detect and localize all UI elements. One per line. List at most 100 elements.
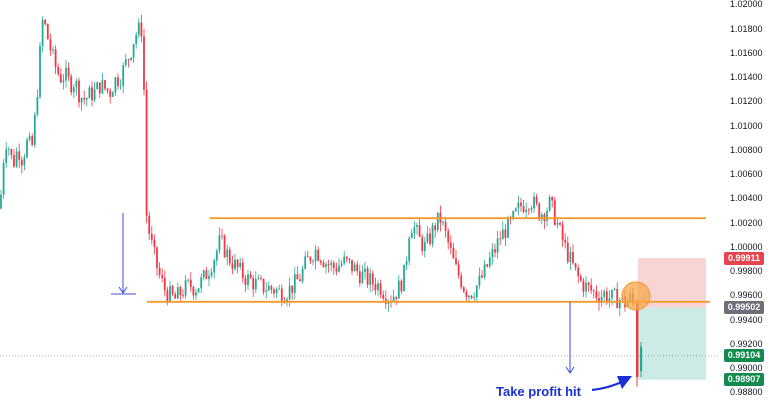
candle-body <box>525 209 528 213</box>
candle-body <box>421 237 424 252</box>
candle-body <box>260 278 262 280</box>
y-tick-label: 1.01200 <box>730 96 763 107</box>
candle-body <box>218 235 221 251</box>
candle-body <box>13 155 15 167</box>
candle-body <box>148 215 151 234</box>
candle-body <box>114 77 117 93</box>
candle-body <box>57 66 60 75</box>
candle-body <box>273 289 275 294</box>
candle-body <box>143 36 145 90</box>
candle-body <box>574 263 577 268</box>
take-profit-arrowhead <box>617 376 632 389</box>
candle-body <box>291 285 294 293</box>
price-tag: 0.99502 <box>724 301 764 315</box>
candle-body <box>249 274 252 279</box>
candle-body <box>182 295 184 296</box>
candle-body <box>309 257 312 262</box>
candle-body <box>481 275 483 278</box>
candle-body <box>429 233 431 244</box>
candle-body <box>325 264 327 268</box>
candle-body <box>361 271 364 284</box>
candle-body <box>161 275 164 279</box>
candle-body <box>486 264 489 267</box>
candle-body <box>184 280 187 296</box>
candle-body <box>556 222 559 225</box>
candle-body <box>353 264 356 272</box>
candle-body <box>530 208 533 210</box>
candle-body <box>2 162 5 195</box>
y-tick-label: 0.99400 <box>730 314 763 325</box>
candle-body <box>592 290 595 292</box>
candle-body <box>395 296 398 299</box>
candle-body <box>436 212 439 231</box>
candle-body <box>234 259 236 269</box>
candle-body <box>600 296 603 304</box>
candle-body <box>379 283 382 295</box>
breakout-highlight-circle <box>621 281 651 311</box>
candle-body <box>210 272 213 276</box>
take-profit-annotation: Take profit hit <box>496 384 581 399</box>
candle-body <box>140 22 143 37</box>
candle-body <box>93 89 96 101</box>
candle-body <box>351 260 353 272</box>
candle-body <box>293 274 296 293</box>
candle-body <box>569 252 572 262</box>
candle-body <box>223 235 226 258</box>
candle-body <box>239 262 242 267</box>
candle-body <box>538 203 541 220</box>
candle-body <box>535 196 538 204</box>
candle-body <box>70 76 73 93</box>
candle-body <box>585 282 587 292</box>
candle-body <box>533 196 535 209</box>
y-tick-label: 0.99000 <box>730 362 763 373</box>
candle-body <box>335 267 338 272</box>
candle-body <box>288 285 291 300</box>
candle-body <box>78 80 80 103</box>
candle-body <box>330 262 333 266</box>
candle-body <box>371 273 374 285</box>
candle-body <box>572 252 574 264</box>
candle-body <box>343 256 346 264</box>
candle-body <box>540 214 543 220</box>
candle-body <box>364 268 366 272</box>
candle-body <box>59 74 62 83</box>
candle-body <box>111 92 114 97</box>
candle-body <box>158 267 161 276</box>
candle-body <box>189 279 192 288</box>
candle-body <box>546 210 548 221</box>
candle-body <box>299 279 301 282</box>
candle-body <box>457 264 460 276</box>
candle-body <box>462 287 465 292</box>
candle-body <box>166 290 169 302</box>
candle-body <box>356 264 359 272</box>
y-tick-label: 0.99600 <box>730 290 763 301</box>
y-tick-label: 1.02000 <box>730 0 763 10</box>
candle-body <box>226 249 229 258</box>
price-axis <box>718 0 768 400</box>
candle-body <box>327 264 330 266</box>
candle-body <box>75 80 78 88</box>
candle-body <box>400 280 403 292</box>
candle-body <box>426 233 429 243</box>
candle-body <box>80 98 83 103</box>
candle-body <box>496 238 499 253</box>
y-tick-label: 1.00400 <box>730 193 763 204</box>
candle-body <box>85 98 88 100</box>
candle-body <box>512 211 515 219</box>
candle-body <box>109 90 112 97</box>
candles <box>0 15 643 387</box>
candle-body <box>192 287 195 296</box>
candle-body <box>605 291 608 302</box>
candle-body <box>169 286 171 302</box>
candle-body <box>514 208 517 212</box>
candle-body <box>613 288 616 290</box>
candle-body <box>564 240 567 243</box>
candle-body <box>374 284 377 291</box>
candle-body <box>377 283 379 291</box>
range-height-arrowhead <box>118 286 128 294</box>
candle-body <box>483 264 486 278</box>
candle-body <box>187 279 190 281</box>
candle-body <box>475 285 478 298</box>
candle-body <box>413 227 416 234</box>
